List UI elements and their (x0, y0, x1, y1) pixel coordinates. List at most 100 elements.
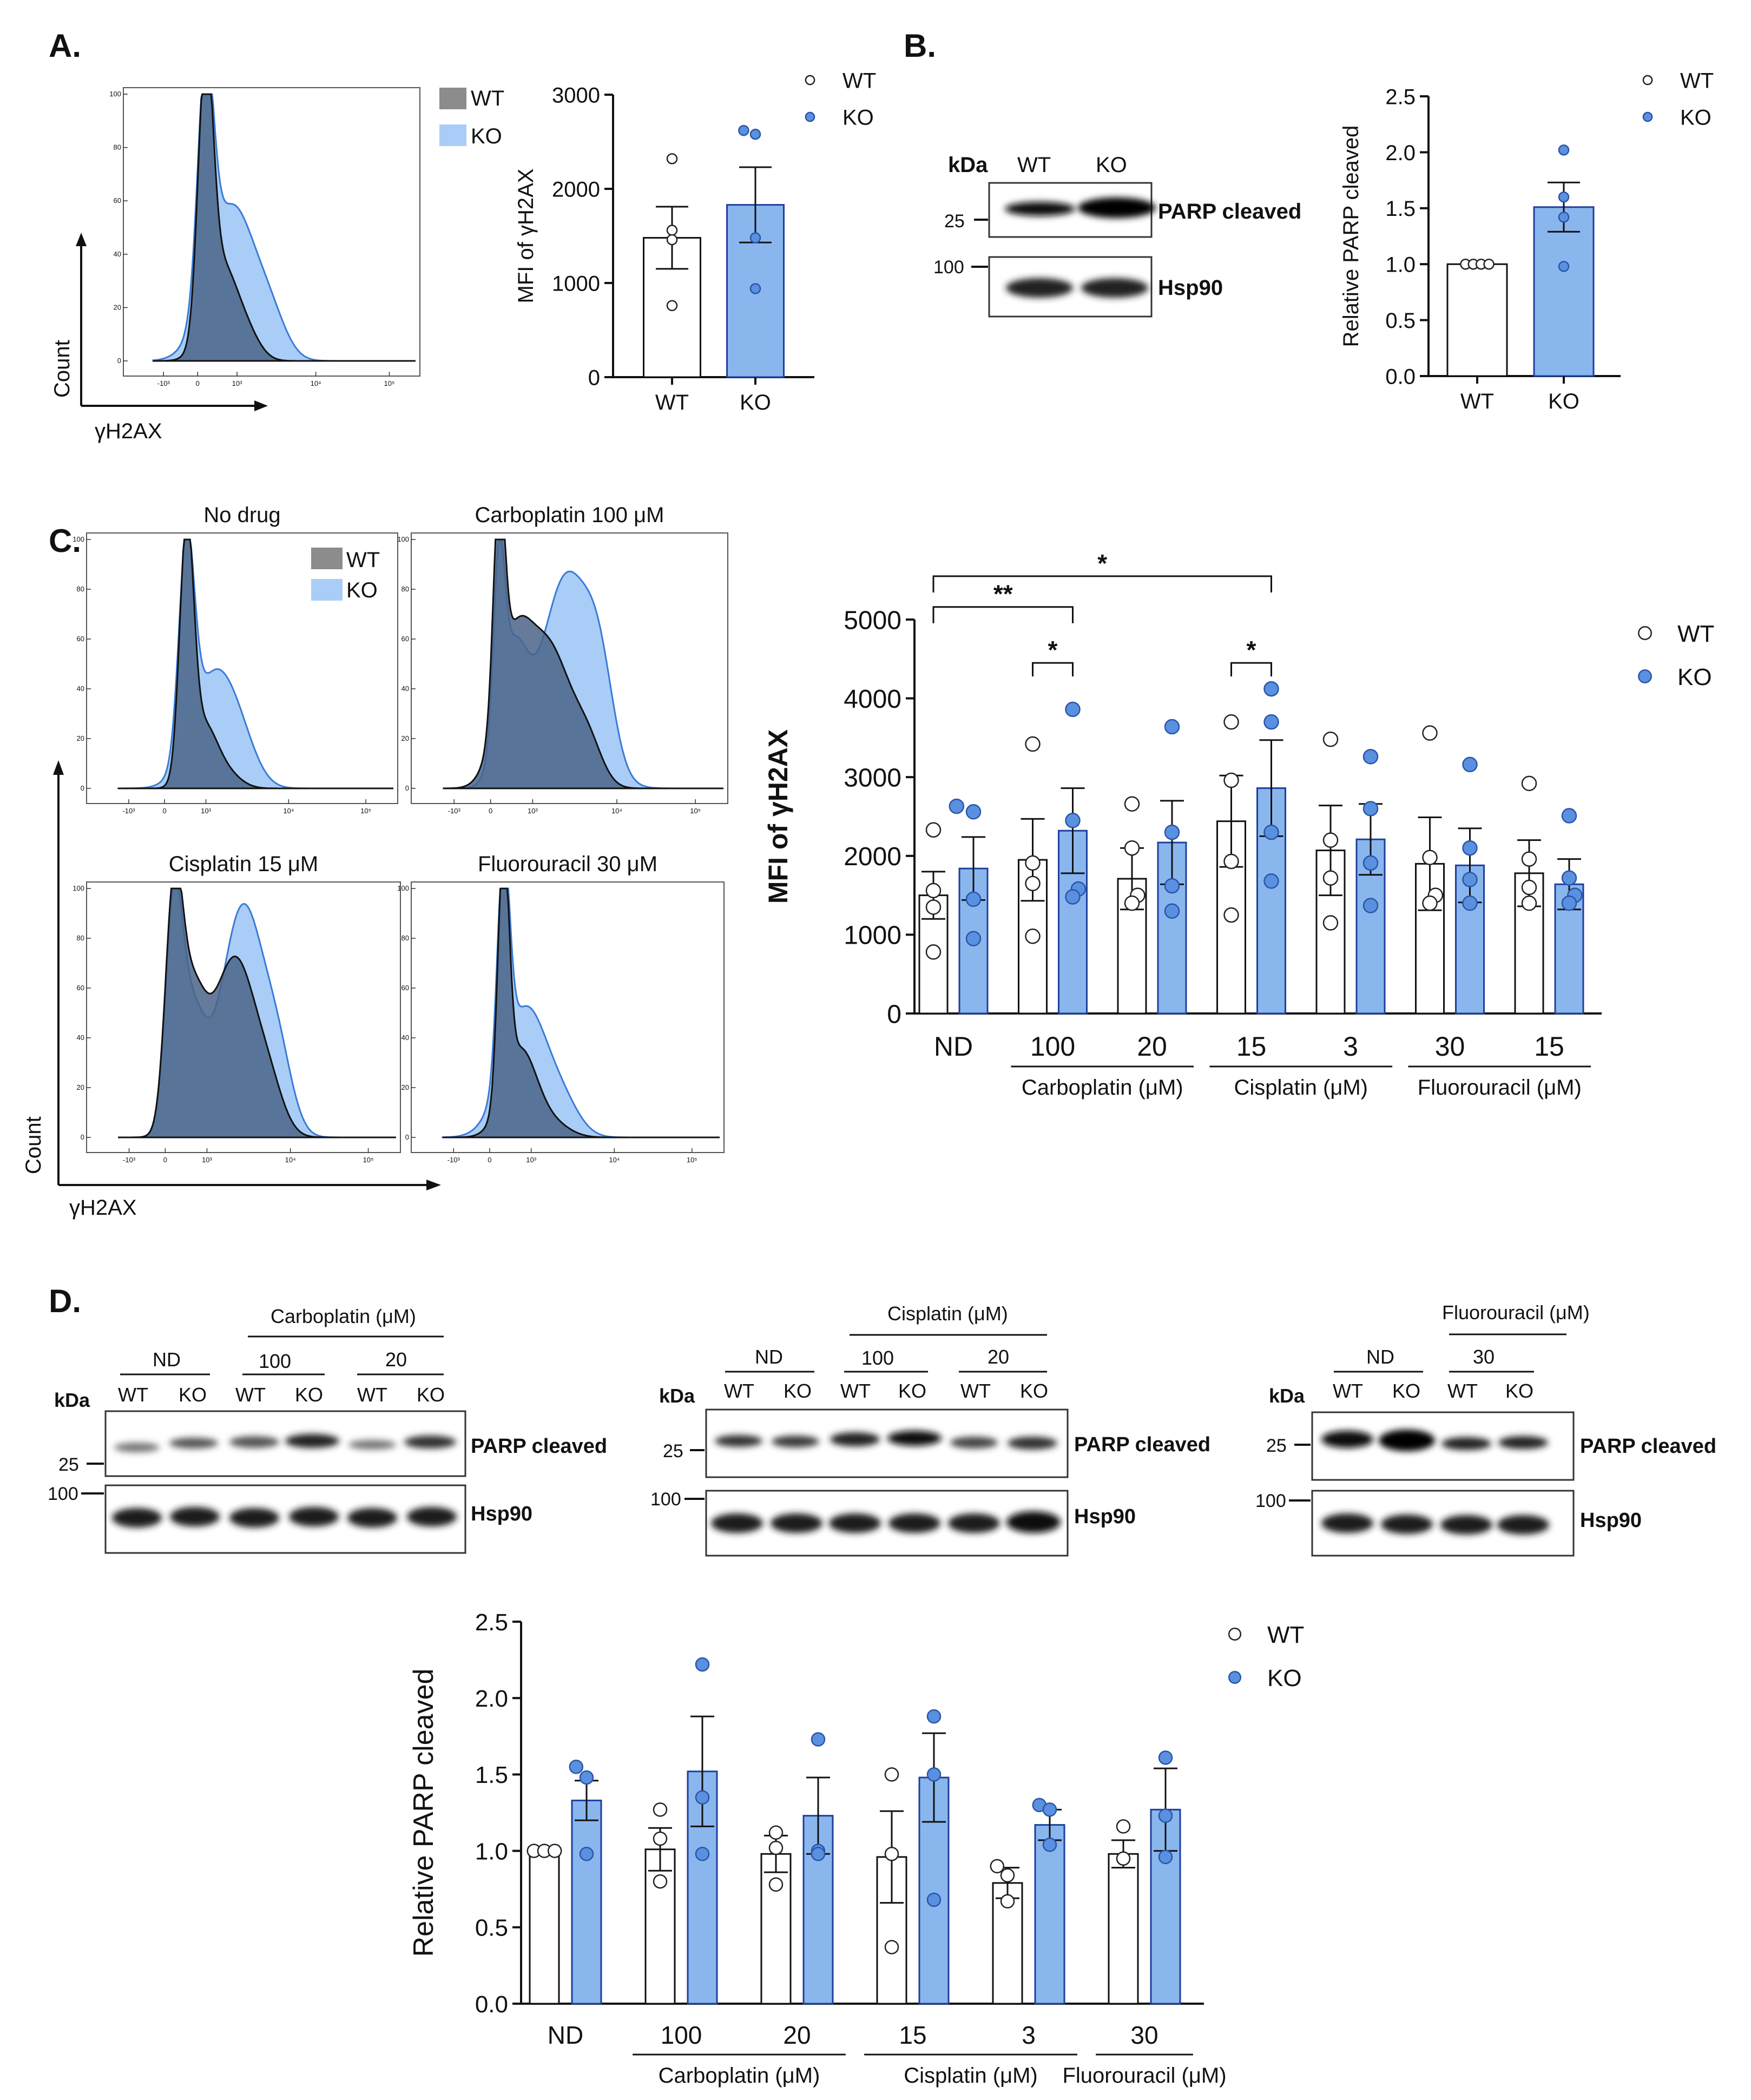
d2-100: 100 (861, 1347, 894, 1369)
ko-point (949, 798, 965, 814)
wt-point (1322, 832, 1339, 848)
d3-ko1: KO (1392, 1380, 1420, 1402)
legend-marker-ko (1642, 111, 1653, 122)
bar-chart-b: 0.0 0.5 1.0 1.5 2.0 2.5 Relative PARP cleaved W… (1339, 69, 1714, 413)
hist-legend-ko-label: KO (471, 124, 502, 148)
band (1006, 1511, 1061, 1533)
ko-point (1065, 889, 1081, 905)
x-tick-label: 15 (1534, 1031, 1564, 1062)
ko-point (1362, 855, 1379, 871)
x-tick-label: 30 (1130, 2021, 1158, 2049)
y-tick-label: 2.5 (1385, 85, 1416, 109)
ko-point (926, 1892, 942, 1907)
wt-point (666, 300, 678, 312)
band (1081, 278, 1148, 298)
legend-label-wt: WT (1267, 1622, 1304, 1648)
ko-point (1158, 1750, 1173, 1765)
d3-mw25: 25 (1266, 1436, 1287, 1456)
y-tick-label: 80 (77, 934, 84, 942)
wt-point (768, 1825, 784, 1840)
x-tick-label: -10³ (157, 379, 170, 387)
legend-label-wt: WT (1677, 621, 1714, 647)
hist-a-legend: WT KO (439, 87, 504, 148)
band (1497, 1515, 1549, 1535)
y-axis-title: Relative PARP cleaved (1339, 126, 1363, 347)
d3-drug-label: Fluorouracil (μM) (1442, 1301, 1590, 1324)
ko-point (1263, 873, 1279, 889)
d1-20: 20 (385, 1348, 407, 1371)
y-tick-label: 2000 (844, 842, 901, 871)
ko-point (1561, 808, 1577, 824)
ko-point (1164, 719, 1180, 735)
ko-point (811, 1846, 826, 1861)
ko-point (1263, 681, 1279, 697)
x-tick-label: KO (1548, 390, 1579, 413)
band (1078, 198, 1156, 218)
band (347, 1508, 397, 1528)
y-tick-label: 100 (109, 90, 121, 98)
wt-point (1025, 855, 1041, 871)
ko-point (1462, 756, 1478, 773)
ko-point (1065, 701, 1081, 717)
blot-b-cleaved-label: PARP cleaved (1158, 200, 1301, 223)
y-tick-label: 2.0 (1385, 141, 1416, 165)
wt-point (1422, 850, 1438, 865)
hist-c-legend-ko-swatch (311, 579, 343, 601)
x-tick-label: 10⁴ (283, 807, 294, 815)
ko-point (1158, 1849, 1173, 1865)
significance-bracket-label: * (1097, 549, 1107, 577)
d2-nd: ND (755, 1346, 783, 1368)
y-tick-label: 0 (81, 1133, 84, 1141)
y-tick-label: 40 (401, 1033, 409, 1042)
x-tick-label: 10³ (202, 1156, 212, 1164)
wt-point (1124, 895, 1140, 911)
band (404, 1436, 456, 1449)
d1-ko2: KO (295, 1384, 323, 1406)
legend-label-ko: KO (1267, 1665, 1302, 1691)
legend-marker-wt (1642, 75, 1653, 85)
ko-point (1462, 840, 1478, 856)
x-tick-label: 10³ (232, 379, 242, 387)
y-tick-label: 60 (401, 984, 409, 992)
band (711, 1513, 763, 1533)
ko-point (811, 1732, 826, 1747)
d3-30: 30 (1473, 1346, 1495, 1368)
y-tick-label: 40 (77, 1033, 84, 1042)
band (1440, 1515, 1492, 1535)
d1-wt1: WT (118, 1384, 148, 1406)
band (830, 1432, 880, 1446)
d3-kda: kDa (1269, 1385, 1305, 1407)
wt-point (925, 944, 942, 960)
wt-point (547, 1844, 562, 1858)
y-tick-label: 80 (401, 585, 409, 593)
wt-point (1124, 840, 1140, 856)
wt-histogram-area (442, 887, 720, 1138)
blot-b-lane-wt: WT (1017, 153, 1051, 177)
ko-point (695, 1657, 710, 1672)
band (170, 1507, 220, 1526)
x-tick-label: 10³ (526, 1156, 536, 1164)
legend-marker-ko (1228, 1670, 1242, 1684)
band (348, 1440, 396, 1450)
blots-d: Carboplatin (μM) ND 100 20 kDa WT KO WT … (48, 1301, 1716, 1557)
ko-bar (1157, 841, 1187, 1015)
histogram-title: Carboplatin 100 μM (475, 503, 664, 527)
significance-bracket-label: * (1247, 636, 1256, 664)
wt-point (1116, 1851, 1131, 1866)
wt-bar (529, 1850, 560, 2005)
y-tick-label: 100 (397, 884, 409, 892)
significance-bracket (1230, 662, 1272, 677)
legend-label-ko: KO (1677, 664, 1712, 690)
y-tick-label: 20 (114, 303, 121, 311)
x-tick-label: 10⁵ (687, 1156, 697, 1164)
wt-point (1422, 895, 1438, 911)
d2-wt1: WT (724, 1380, 754, 1402)
wt-point (653, 1802, 668, 1817)
legend-label-ko: KO (1680, 106, 1711, 129)
wt-point (653, 1874, 668, 1889)
d1-wt2: WT (235, 1384, 266, 1406)
ko-point (738, 124, 749, 136)
y-tick-label: 80 (401, 934, 409, 942)
ko-point (1462, 895, 1478, 911)
wt-bar (644, 1848, 676, 2005)
